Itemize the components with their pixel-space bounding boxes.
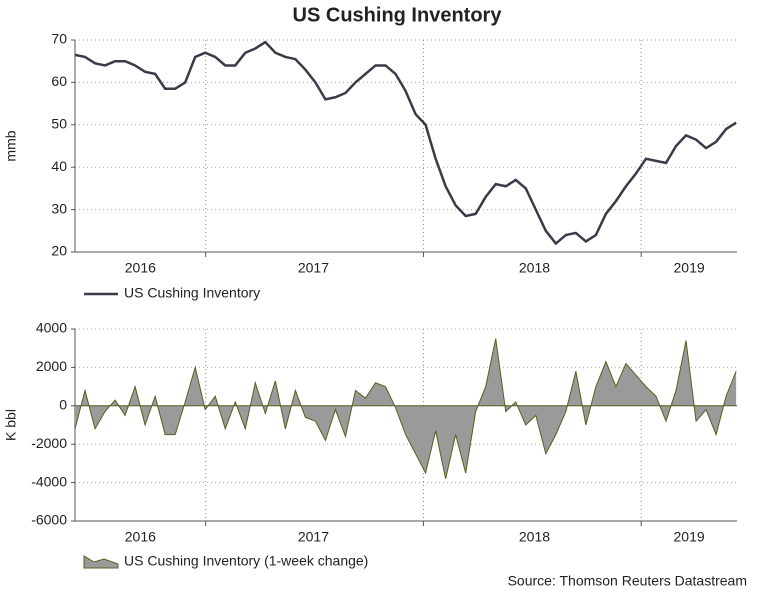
x-tick-label: 2018 — [519, 260, 550, 276]
y-tick-label: 2000 — [36, 358, 67, 374]
y-tick-label: 50 — [51, 116, 67, 132]
x-tick-label: 2016 — [125, 529, 156, 545]
x-tick-label: 2018 — [519, 529, 550, 545]
y-tick-label: 30 — [51, 200, 67, 216]
legend-label: US Cushing Inventory (1-week change) — [124, 553, 368, 569]
y-tick-label: -6000 — [31, 512, 67, 528]
area-edge — [74, 338, 737, 479]
x-tick-label: 2019 — [674, 260, 705, 276]
y-tick-label: -4000 — [31, 473, 67, 489]
x-tick-label: 2019 — [674, 529, 705, 545]
y-tick-label: 0 — [59, 397, 67, 413]
y-tick-label: 70 — [51, 31, 67, 47]
x-tick-label: 2017 — [298, 260, 329, 276]
y-tick-label: 40 — [51, 158, 67, 174]
y-tick-label: 20 — [51, 243, 67, 259]
chart-title: US Cushing Inventory — [293, 4, 503, 26]
legend-label: US Cushing Inventory — [124, 285, 260, 301]
data-area — [75, 338, 737, 479]
y-axis-label: mmb — [3, 130, 19, 161]
x-tick-label: 2016 — [125, 260, 156, 276]
x-tick-label: 2017 — [298, 529, 329, 545]
y-tick-label: 60 — [51, 73, 67, 89]
data-line — [74, 40, 737, 246]
source-note: Source: Thomson Reuters Datastream — [508, 573, 747, 589]
y-tick-label: -2000 — [31, 435, 67, 451]
legend-swatch — [83, 555, 119, 569]
y-tick-label: 4000 — [36, 320, 67, 336]
y-axis-label: K bbl — [3, 409, 19, 441]
